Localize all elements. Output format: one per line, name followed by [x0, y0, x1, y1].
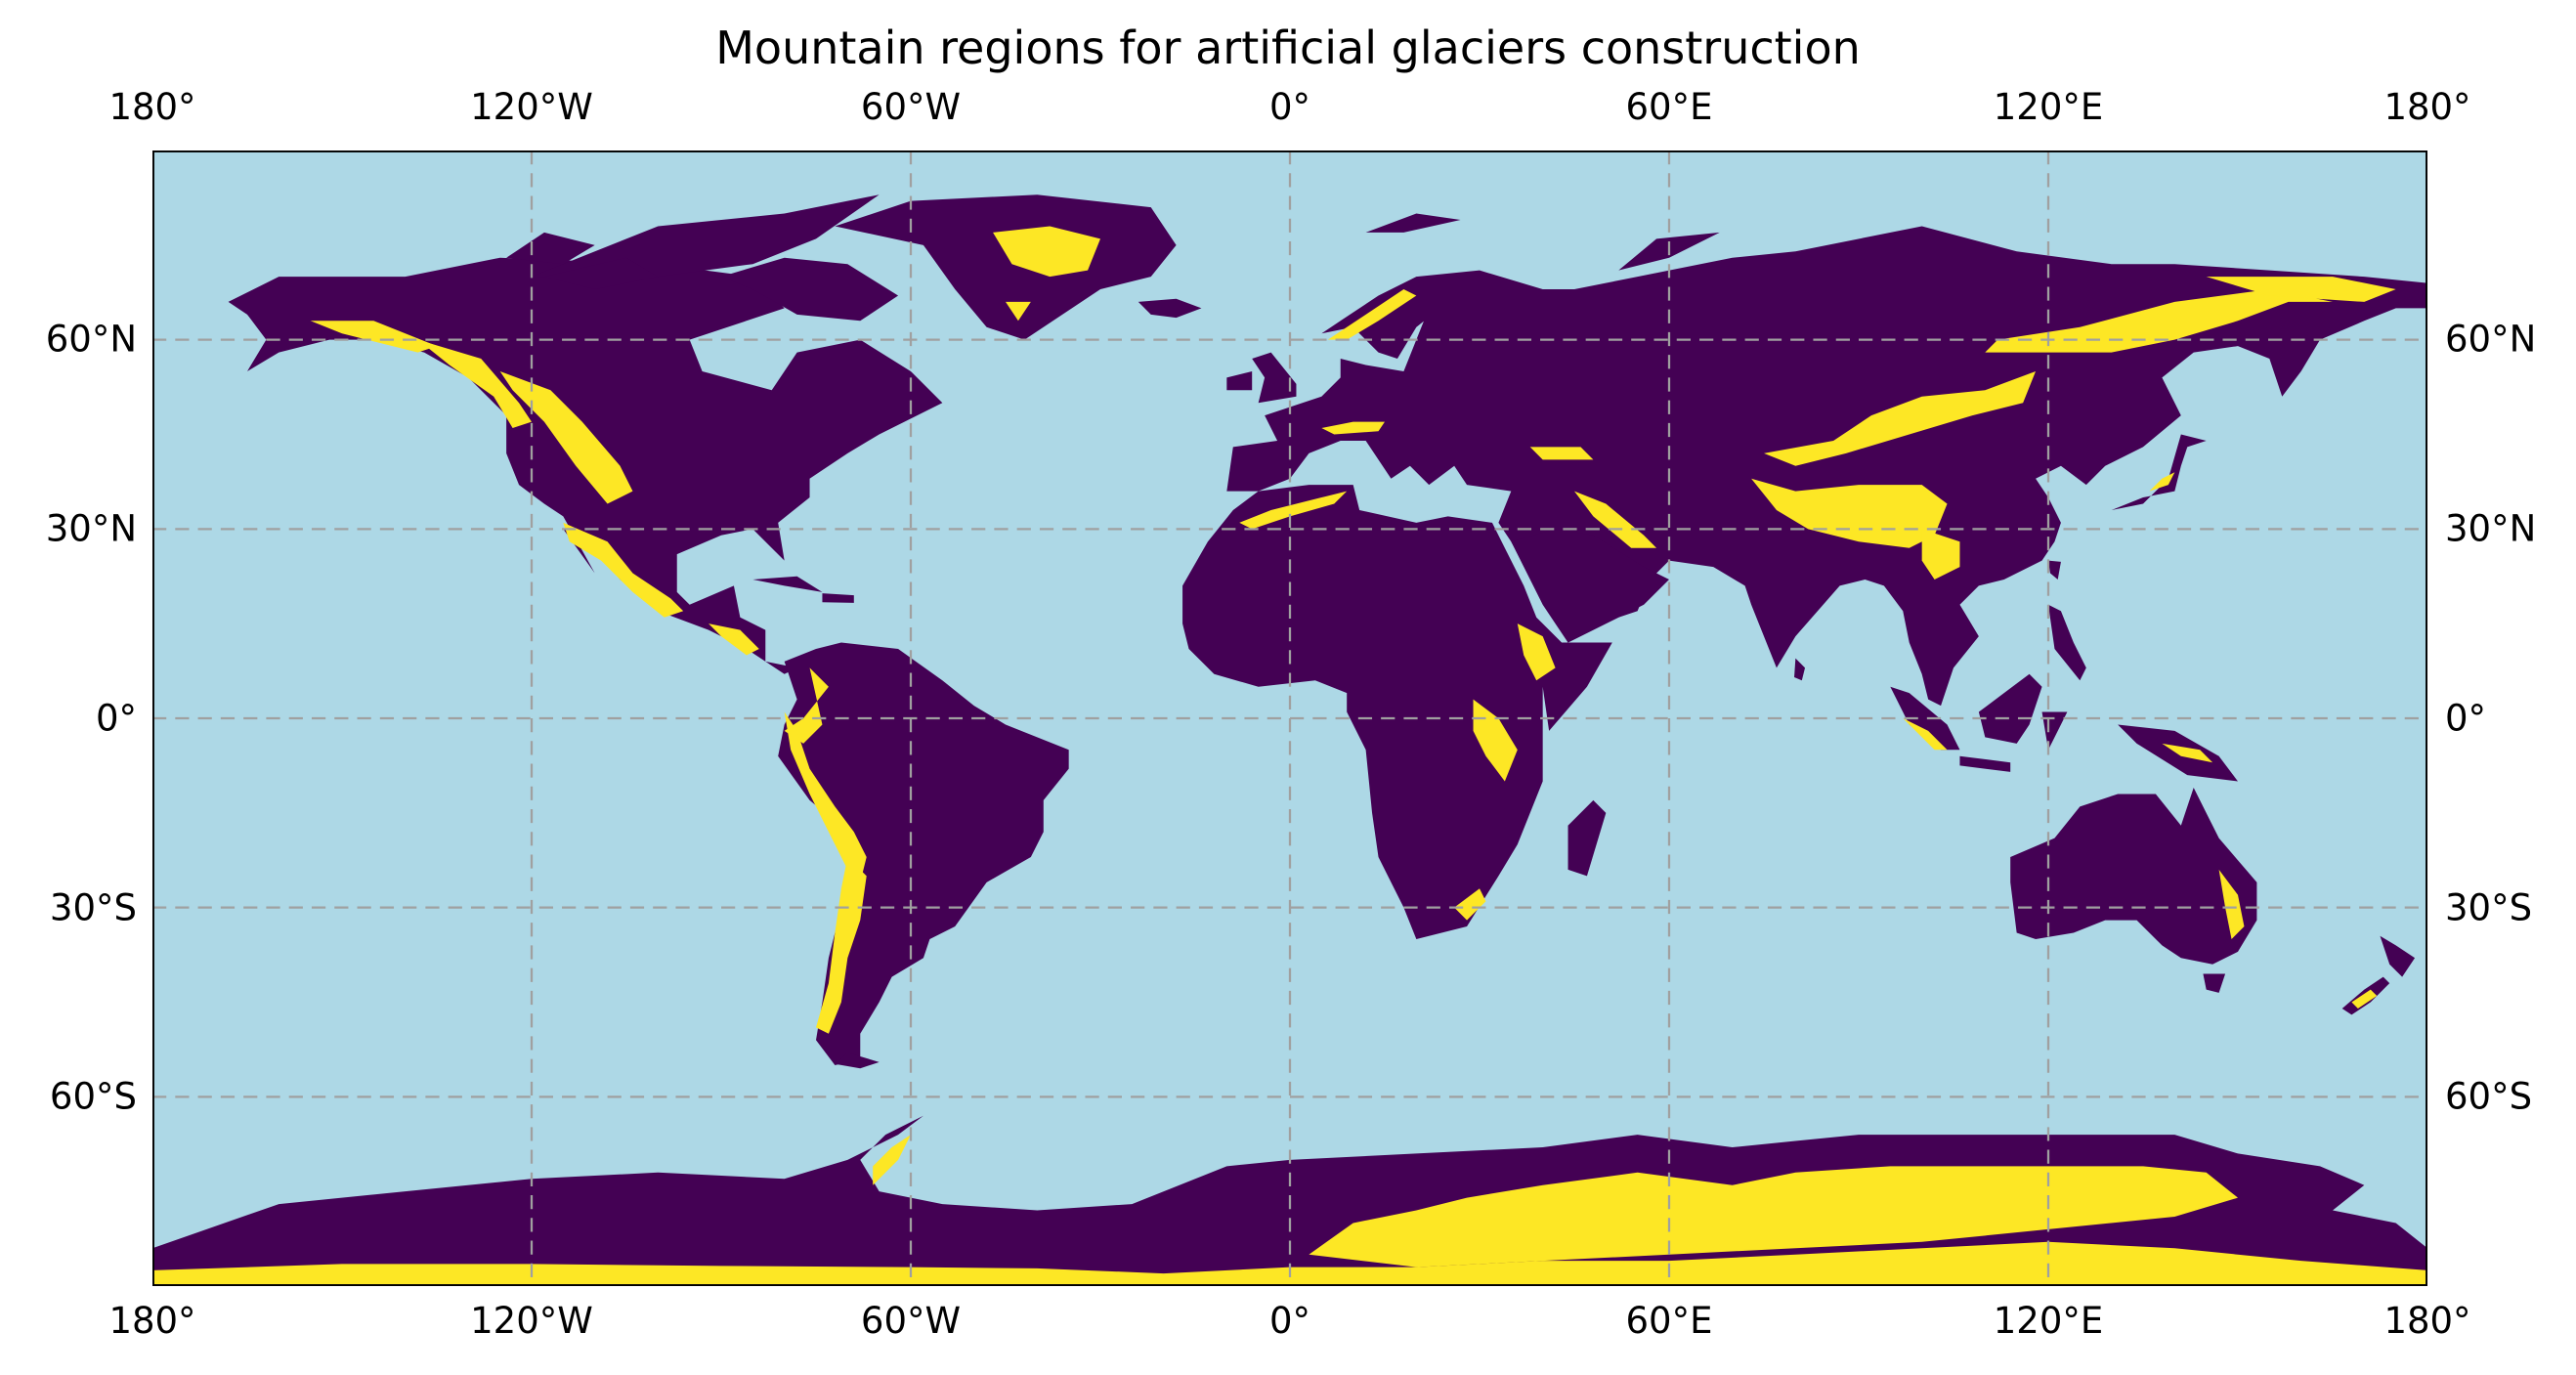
new-guinea-highlands: [2162, 743, 2213, 763]
drakensberg: [1454, 888, 1486, 921]
lon-tick-top-120e: 120°E: [1993, 86, 2104, 128]
tierra-del-fuego: [835, 1053, 880, 1069]
antarctic-south-strip: [152, 1241, 2427, 1286]
east-siberia: [2206, 277, 2396, 302]
victoria-island: [543, 257, 659, 290]
great-britain: [1252, 352, 1297, 404]
lat-tick-left-30s: 30°S: [49, 886, 137, 929]
lon-tick-bottom-180w: 180°: [108, 1300, 196, 1342]
atlas-mountains: [1239, 491, 1348, 530]
svalbard: [1365, 213, 1461, 233]
lon-tick-top-180e: 180°: [2383, 86, 2471, 128]
map-title: Mountain regions for artificial glaciers…: [715, 21, 1861, 74]
alps: [1321, 421, 1385, 435]
java: [1959, 755, 2011, 772]
sumatra: [1890, 686, 1960, 751]
world-map[interactable]: [152, 150, 2427, 1286]
lon-tick-top-180w: 180°: [108, 86, 196, 128]
greenland-ice-south: [1006, 301, 1031, 322]
lat-tick-right-30n: 30°N: [2445, 507, 2537, 550]
andes-central: [784, 711, 867, 882]
lat-tick-left-60n: 60°N: [45, 318, 137, 361]
australia: [2010, 788, 2257, 965]
central-america-highlands: [708, 623, 759, 656]
philippines: [2048, 604, 2086, 681]
madagascar: [1567, 799, 1607, 877]
andes-south: [816, 857, 867, 1034]
lon-tick-top-120w: 120°W: [470, 86, 593, 128]
scandinavian-mountains: [1327, 289, 1417, 340]
ireland: [1226, 370, 1253, 391]
siberian-ranges: [1985, 289, 2333, 353]
gridlines: [152, 150, 2427, 1286]
tian-shan-altai: [1764, 370, 2037, 466]
africa: [1182, 485, 1612, 939]
lon-tick-top-0: 0°: [1268, 86, 1311, 128]
lat-tick-right-60n: 60°N: [2445, 318, 2537, 361]
lat-tick-left-30n: 30°N: [45, 507, 137, 550]
sumatra-ranges: [1903, 718, 1948, 751]
east-antarctic-ice-sheet: [1309, 1166, 2238, 1268]
east-african-rift: [1473, 699, 1518, 782]
tasmania: [2203, 973, 2226, 993]
arctic-archipelago-1: [532, 194, 880, 278]
taiwan: [2048, 560, 2061, 580]
lat-tick-right-60s: 60°S: [2445, 1075, 2533, 1118]
lat-tick-right-30s: 30°S: [2445, 886, 2533, 929]
zagros: [1574, 491, 1657, 548]
andes-north: [784, 667, 829, 744]
antarctic-peninsula-ranges: [873, 1135, 911, 1185]
lon-tick-bottom-120e: 120°E: [1993, 1300, 2104, 1342]
lon-tick-bottom-0: 0°: [1268, 1300, 1311, 1342]
caucasus: [1529, 447, 1594, 460]
greenland: [835, 194, 1177, 340]
lat-tick-left-0: 0°: [95, 697, 137, 740]
south-america: [778, 642, 1069, 1066]
sri-lanka: [1794, 658, 1806, 681]
japanese-alps: [2149, 472, 2175, 492]
lat-tick-left-60s: 60°S: [49, 1075, 137, 1118]
lon-tick-bottom-120w: 120°W: [470, 1300, 593, 1342]
himalaya-extension: [1921, 529, 1960, 580]
lon-tick-top-60w: 60°W: [860, 86, 962, 128]
rocky-mountains: [499, 370, 633, 504]
japan: [2111, 434, 2207, 510]
cuba: [752, 576, 823, 592]
ethiopian-highlands: [1517, 623, 1556, 681]
lon-tick-bottom-180e: 180°: [2383, 1300, 2471, 1342]
iceland: [1138, 298, 1202, 319]
great-dividing-range: [2218, 869, 2245, 939]
lon-tick-bottom-60w: 60°W: [860, 1300, 962, 1342]
lon-tick-bottom-60e: 60°E: [1625, 1300, 1713, 1342]
baffin-island: [721, 257, 899, 322]
lon-tick-top-60e: 60°E: [1625, 86, 1713, 128]
coast-mountains: [417, 339, 532, 429]
map-canvas: [152, 150, 2427, 1286]
arabian-peninsula: [1511, 529, 1669, 643]
new-zealand-north: [2380, 935, 2416, 977]
borneo: [1978, 673, 2042, 744]
greenland-ice-sheet: [993, 226, 1100, 278]
lat-tick-right-0: 0°: [2445, 697, 2487, 740]
sierra-madre: [563, 522, 684, 618]
hispaniola: [822, 593, 854, 603]
arctic-archipelago-2: [506, 232, 595, 265]
tibetan-plateau: [1751, 478, 1948, 548]
alaska-range: [310, 321, 437, 353]
southern-alps: [2351, 989, 2378, 1009]
mountain-layer: [152, 226, 2427, 1286]
